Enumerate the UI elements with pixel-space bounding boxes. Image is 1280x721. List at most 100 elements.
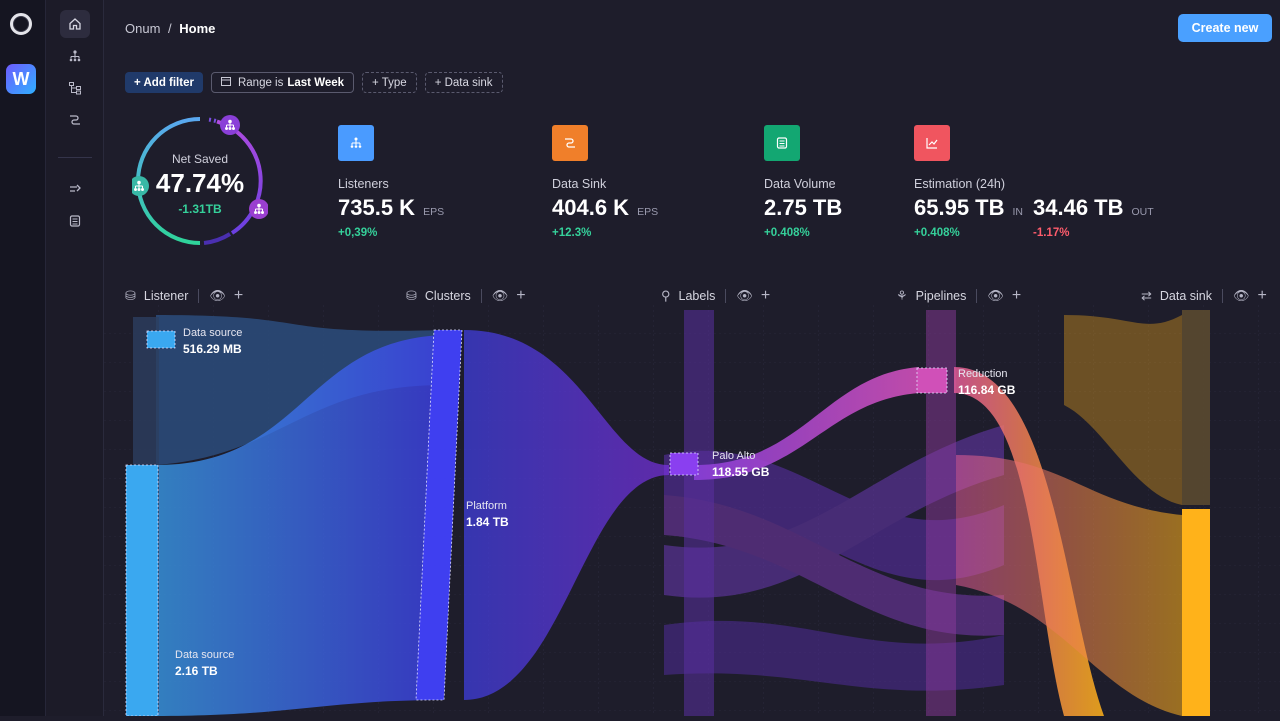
column-pipelines-label: Pipelines: [915, 289, 967, 303]
actions-icon[interactable]: [60, 175, 90, 203]
database-icon[interactable]: [60, 207, 90, 235]
eye-icon[interactable]: 👁︎: [491, 288, 509, 303]
reduction-value: 116.84 GB: [958, 382, 1016, 397]
platform-name: Platform: [466, 500, 507, 512]
kpi-estimation-in-change: +0.408%: [914, 227, 960, 239]
listeners-icon[interactable]: [60, 42, 90, 70]
kpi-estimation: Estimation (24h) 65.95 TB IN 34.46 TB OUT …: [914, 125, 1164, 239]
kpi-data-volume-change: +0.408%: [764, 227, 810, 239]
data-sink-kpi-icon: [552, 125, 588, 161]
breadcrumb-separator: /: [168, 21, 172, 36]
kpi-estimation-name: Estimation (24h): [914, 177, 1006, 191]
net-saved-value: 47.74%: [155, 168, 245, 198]
clusters-column-icon: ⛁: [406, 288, 417, 303]
kpi-data-sink: Data Sink 404.6 K EPS +12.3%: [552, 125, 668, 239]
kpi-listeners: Listeners 735.5 K EPS +0,39%: [338, 125, 454, 239]
palo-alto-value: 118.55 GB: [712, 464, 770, 479]
palo-alto-node: [669, 452, 699, 476]
labels-column-icon: ⚲: [661, 288, 671, 303]
add-cluster-button[interactable]: +: [516, 287, 526, 304]
kpi-data-volume-value: 2.75 TB: [764, 195, 843, 220]
column-header-labels: ⚲ Labels 👁︎ +: [661, 287, 770, 305]
kpi-listeners-name: Listeners: [338, 177, 389, 191]
estimation-kpi-icon: [914, 125, 950, 161]
net-saved-gauge: Net Saved 47.74% -1.31TB: [129, 113, 269, 249]
listener-column-icon: ⛁: [125, 288, 136, 303]
range-filter-chip[interactable]: Range is Last Week: [210, 72, 355, 93]
node-label-source-a[interactable]: Data source 516.29 MB: [183, 326, 242, 357]
add-pipeline-button[interactable]: +: [1011, 287, 1022, 304]
platform-node: [415, 329, 463, 701]
kpi-estimation-in-value: 65.95 TB: [914, 195, 1005, 220]
eye-icon[interactable]: 👁︎: [209, 288, 226, 303]
platform-value: 1.84 TB: [466, 514, 509, 529]
main-content: Onum / Home Create new + Add filter Rang…: [104, 0, 1280, 717]
kpi-data-volume-name: Data Volume: [764, 177, 836, 191]
column-listener-label: Listener: [143, 289, 189, 303]
reduction-node: [916, 367, 948, 394]
sankey-svg: [104, 305, 1280, 717]
eye-icon[interactable]: 👁︎: [1233, 288, 1250, 303]
range-prefix: Range is: [237, 76, 284, 89]
source-a-value: 516.29 MB: [183, 341, 242, 356]
data-source-b-node: [125, 464, 159, 717]
add-listener-button[interactable]: +: [233, 287, 244, 304]
eye-icon[interactable]: 👁︎: [736, 288, 753, 303]
kpi-data-sink-value: 404.6 K: [552, 195, 630, 220]
node-label-source-b[interactable]: Data source 2.16 TB: [175, 648, 234, 679]
kpi-listeners-unit: EPS: [423, 206, 445, 218]
breadcrumb-current: Home: [179, 21, 216, 36]
node-label-palo-alto[interactable]: Palo Alto 118.55 GB: [712, 449, 769, 480]
sidebar-nav: [46, 0, 104, 716]
kpi-listeners-change: +0,39%: [338, 227, 378, 239]
breadcrumb-root[interactable]: Onum: [125, 21, 161, 36]
home-icon[interactable]: [60, 10, 90, 38]
calendar-icon: [220, 76, 231, 89]
add-label-button[interactable]: +: [760, 287, 771, 304]
node-label-platform[interactable]: Platform 1.84 TB: [466, 499, 509, 530]
column-header-clusters: ⛁ Clusters 👁︎ +: [406, 287, 526, 305]
data-source-a-node: [146, 330, 176, 349]
add-filter-button[interactable]: + Add filter: [125, 72, 203, 93]
node-label-reduction[interactable]: Reduction 116.84 GB: [958, 367, 1015, 398]
range-value: Last Week: [287, 76, 345, 89]
kpi-estimation-out-change: -1.17%: [1033, 227, 1070, 239]
nav-divider: [58, 157, 92, 158]
column-header-listener: ⛁ Listener 👁︎ +: [125, 287, 243, 305]
create-new-button[interactable]: Create new: [1178, 14, 1272, 42]
data-sink-filter-button[interactable]: + Data sink: [424, 72, 503, 93]
app-rail: W: [0, 0, 46, 716]
kpi-data-sink-unit: EPS: [637, 206, 659, 218]
kpi-data-sink-change: +12.3%: [552, 227, 592, 239]
data-sink-column-icon: ⇄: [1141, 288, 1152, 303]
workspace-avatar[interactable]: W: [6, 64, 36, 94]
source-b-value: 2.16 TB: [175, 663, 218, 678]
net-saved-ring: [129, 115, 269, 245]
sankey-flow-diagram: Data source 516.29 MB Data source 2.16 T…: [104, 305, 1280, 717]
eye-icon[interactable]: 👁︎: [987, 288, 1004, 303]
column-header-pipelines: ⚘ Pipelines 👁︎ +: [896, 287, 1021, 305]
kpi-estimation-out-value: 34.46 TB: [1033, 195, 1124, 220]
kpi-data-sink-name: Data Sink: [552, 177, 607, 191]
reduction-name: Reduction: [958, 368, 1008, 380]
pipelines-icon[interactable]: [60, 74, 90, 102]
net-saved-label: Net Saved: [171, 152, 229, 166]
pipelines-column-icon: ⚘: [896, 288, 908, 303]
filter-bar: + Add filter Range is Last Week + Type +…: [125, 72, 503, 93]
data-sink-icon[interactable]: [60, 106, 90, 134]
breadcrumb: Onum / Home: [125, 21, 215, 36]
data-sink-node-bar: [1182, 509, 1210, 716]
type-filter-button[interactable]: + Type: [362, 72, 417, 93]
onum-logo-icon[interactable]: [10, 13, 32, 35]
column-header-data-sink: ⇄ Data sink 👁︎ +: [1141, 287, 1267, 305]
net-saved-change: -1.31TB: [178, 202, 222, 216]
kpi-data-volume: Data Volume 2.75 TB +0.408%: [764, 125, 842, 239]
add-data-sink-button[interactable]: +: [1257, 287, 1267, 304]
kpi-estimation-in-unit: IN: [1012, 206, 1024, 218]
data-volume-kpi-icon: [764, 125, 800, 161]
column-clusters-label: Clusters: [424, 289, 471, 303]
source-a-name: Data source: [183, 327, 243, 339]
column-data-sink-label: Data sink: [1159, 289, 1213, 303]
kpi-listeners-value: 735.5 K: [338, 195, 416, 220]
column-labels-label: Labels: [678, 289, 716, 303]
